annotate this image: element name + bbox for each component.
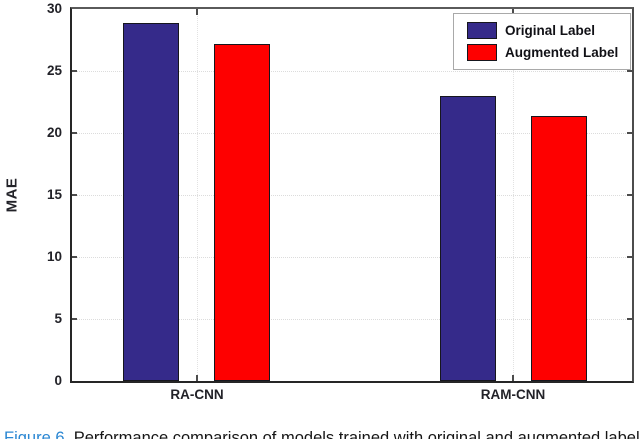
y-tick-mark <box>72 70 77 72</box>
y-tick-mark <box>627 194 632 196</box>
figure-caption-prefix: Figure 6. <box>4 429 70 439</box>
y-tick-label: 25 <box>46 63 62 78</box>
y-tick-mark <box>72 194 77 196</box>
bar-ra-cnn-augmented <box>214 43 271 381</box>
legend-row-augmented: Augmented Label <box>454 44 630 61</box>
y-tick-mark <box>627 132 632 134</box>
x-category-label: RAM-CNN <box>480 387 546 402</box>
y-tick-label: 5 <box>54 311 62 326</box>
y-tick-mark <box>627 318 632 320</box>
figure-caption-text: Performance comparison of models trained… <box>73 429 640 439</box>
bar-ram-cnn-augmented <box>530 115 587 381</box>
x-category-label: RA-CNN <box>170 387 224 402</box>
figure-caption: Figure 6. Performance comparison of mode… <box>4 429 640 439</box>
legend-label-original: Original Label <box>505 23 596 38</box>
y-tick-label: 10 <box>46 249 62 264</box>
y-tick-label: 20 <box>46 125 62 140</box>
y-tick-mark <box>627 256 632 258</box>
gridline <box>72 71 632 72</box>
gridline <box>196 9 198 381</box>
legend: Original Label Augmented Label <box>453 13 631 70</box>
legend-row-original: Original Label <box>454 22 630 39</box>
y-tick-mark <box>72 256 77 258</box>
x-tick-mark <box>512 9 514 15</box>
legend-swatch-augmented <box>467 44 497 61</box>
legend-swatch-original <box>467 22 497 39</box>
gridline <box>513 9 514 381</box>
x-tick-mark <box>512 375 514 381</box>
bar-ra-cnn-original <box>123 22 180 381</box>
y-tick-label: 30 <box>46 1 62 16</box>
y-tick-label: 15 <box>46 187 62 202</box>
y-tick-mark <box>72 318 77 320</box>
gridline <box>72 195 632 196</box>
gridline <box>72 133 632 134</box>
y-tick-mark <box>627 70 632 72</box>
y-tick-label: 0 <box>54 373 62 388</box>
gridline <box>72 319 632 320</box>
legend-label-augmented: Augmented Label <box>505 45 619 60</box>
y-tick-mark <box>72 132 77 134</box>
x-tick-mark <box>195 9 198 15</box>
gridline <box>72 257 632 258</box>
x-tick-mark <box>195 375 198 381</box>
bar-ram-cnn-original <box>439 95 496 381</box>
